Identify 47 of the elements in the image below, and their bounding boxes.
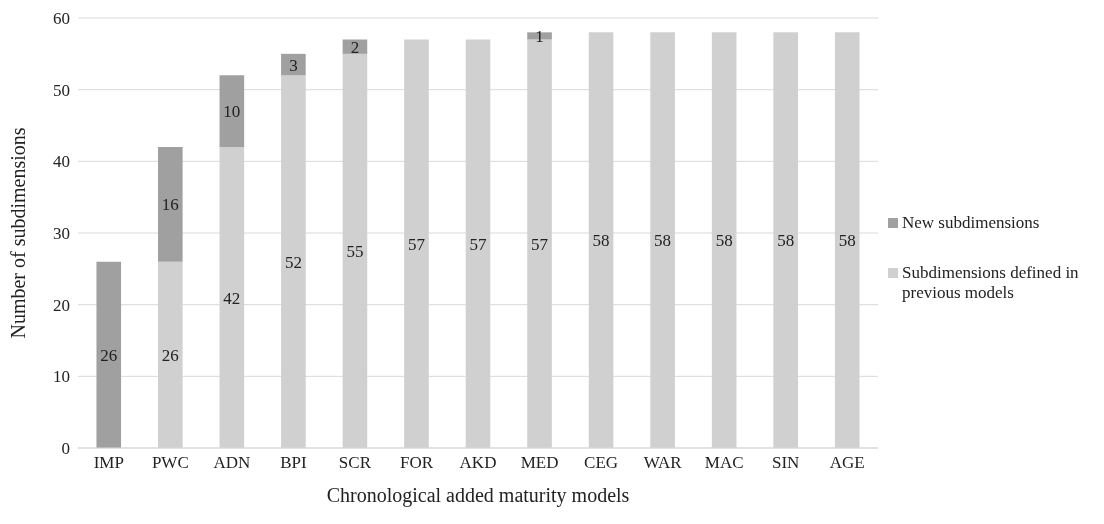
y-axis-title: Number of subdimensions — [7, 127, 30, 339]
data-label: 58 — [715, 231, 733, 251]
data-label: 57 — [531, 234, 549, 254]
y-tick-label: 0 — [61, 439, 70, 459]
legend-label: Subdimensions defined in previous models — [902, 263, 1080, 303]
data-label: 26 — [161, 345, 179, 365]
legend-label: New subdimensions — [902, 213, 1040, 233]
bar — [96, 261, 122, 448]
x-tick-label: AKD — [459, 453, 497, 473]
x-tick-label: MAC — [704, 453, 744, 473]
x-tick-label: ADN — [213, 453, 251, 473]
x-tick-label: PWC — [151, 453, 189, 473]
bar — [219, 75, 245, 147]
data-label: 58 — [777, 231, 795, 251]
data-label: 58 — [592, 231, 610, 251]
data-label: 16 — [161, 195, 179, 215]
data-label: 57 — [469, 234, 487, 254]
y-tick-label: 30 — [53, 224, 70, 244]
data-label: 2 — [350, 37, 360, 57]
x-tick-label: SCR — [338, 453, 372, 473]
y-tick-label: 50 — [53, 80, 70, 100]
data-label: 10 — [223, 102, 241, 122]
x-tick-label: CEG — [584, 453, 619, 473]
data-label: 58 — [654, 231, 672, 251]
bar — [527, 32, 552, 40]
x-tick-label: IMP — [93, 453, 124, 473]
bar — [281, 53, 306, 76]
x-tick-label: MED — [520, 453, 559, 473]
data-label: 3 — [289, 55, 298, 75]
x-tick-label: FOR — [399, 453, 434, 473]
data-label: 42 — [223, 288, 241, 308]
data-label: 52 — [284, 252, 302, 272]
x-tick-label: SIN — [771, 453, 800, 473]
x-tick-label: WAR — [643, 453, 683, 473]
x-tick-label: BPI — [280, 453, 307, 473]
data-label: 1 — [535, 26, 544, 46]
y-tick-label: 60 — [53, 9, 70, 29]
data-label: 58 — [838, 231, 856, 251]
y-tick-label: 10 — [53, 367, 70, 387]
y-tick-label: 20 — [53, 295, 70, 315]
x-tick-label: AGE — [829, 453, 865, 473]
y-tick-label: 40 — [53, 152, 70, 172]
data-label: 55 — [346, 241, 364, 261]
bar — [158, 147, 183, 262]
data-label: 26 — [100, 345, 118, 365]
data-label: 57 — [407, 234, 426, 254]
x-axis-title: Chronological added maturity models — [326, 484, 630, 508]
